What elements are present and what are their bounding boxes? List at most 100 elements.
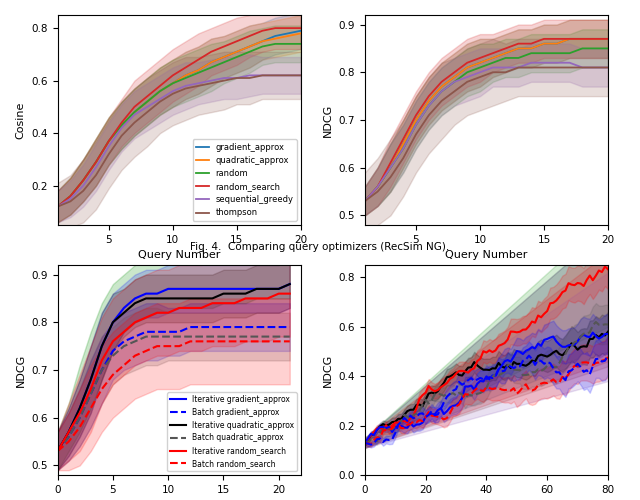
sequential_greedy: [195, 80, 202, 86]
quadratic_approx: [220, 54, 228, 60]
quadratic_approx: [233, 49, 241, 55]
quadratic_approx: [131, 109, 138, 115]
sequential_greedy: [105, 143, 113, 149]
gradient_approx: [182, 72, 189, 78]
gradient_approx: [220, 54, 228, 60]
random_search: [182, 64, 189, 70]
thompson: [284, 72, 292, 78]
sequential_greedy: [156, 96, 164, 102]
sequential_greedy: [118, 125, 125, 131]
sequential_greedy: [297, 72, 305, 78]
random: [207, 64, 215, 70]
sequential_greedy: [246, 72, 253, 78]
random: [118, 122, 125, 128]
random_search: [54, 204, 61, 210]
quadratic_approx: [271, 36, 279, 42]
Legend: gradient_approx, quadratic_approx, random, random_search, sequential_greedy, tho: gradient_approx, quadratic_approx, rando…: [193, 140, 296, 221]
Line: quadratic_approx: quadratic_approx: [58, 34, 301, 206]
thompson: [54, 204, 61, 210]
sequential_greedy: [207, 78, 215, 84]
thompson: [246, 75, 253, 81]
random_search: [118, 120, 125, 126]
thompson: [156, 98, 164, 104]
thompson: [207, 80, 215, 86]
Y-axis label: Cosine: Cosine: [16, 102, 26, 138]
gradient_approx: [297, 28, 305, 34]
gradient_approx: [143, 98, 151, 104]
random: [297, 41, 305, 47]
random_search: [195, 56, 202, 62]
quadratic_approx: [297, 30, 305, 36]
random_search: [233, 38, 241, 44]
quadratic_approx: [284, 33, 292, 39]
random: [169, 80, 177, 86]
gradient_approx: [207, 59, 215, 65]
gradient_approx: [284, 30, 292, 36]
random_search: [105, 138, 113, 144]
thompson: [131, 120, 138, 126]
random_search: [143, 94, 151, 100]
X-axis label: Query Number: Query Number: [138, 250, 220, 260]
thompson: [169, 91, 177, 97]
gradient_approx: [169, 80, 177, 86]
random_search: [156, 83, 164, 89]
random: [195, 70, 202, 75]
gradient_approx: [195, 67, 202, 73]
sequential_greedy: [220, 75, 228, 81]
sequential_greedy: [233, 75, 241, 81]
quadratic_approx: [195, 67, 202, 73]
quadratic_approx: [207, 59, 215, 65]
random_search: [246, 33, 253, 39]
Text: Fig. 4.  Comparing query optimizers (RecSim NG).: Fig. 4. Comparing query optimizers (RecS…: [190, 242, 450, 252]
Line: gradient_approx: gradient_approx: [58, 31, 301, 206]
gradient_approx: [92, 159, 100, 165]
sequential_greedy: [92, 164, 100, 170]
random_search: [67, 193, 74, 199]
gradient_approx: [271, 33, 279, 39]
Line: random: random: [58, 44, 301, 206]
random: [92, 159, 100, 165]
thompson: [271, 72, 279, 78]
random: [259, 44, 266, 50]
quadratic_approx: [182, 72, 189, 78]
Y-axis label: NDCG: NDCG: [323, 104, 333, 136]
X-axis label: Query Number: Query Number: [445, 250, 527, 260]
quadratic_approx: [105, 138, 113, 144]
quadratic_approx: [54, 204, 61, 210]
random_search: [297, 25, 305, 31]
gradient_approx: [259, 38, 266, 44]
random_search: [259, 28, 266, 34]
sequential_greedy: [79, 182, 87, 188]
random: [271, 41, 279, 47]
thompson: [259, 72, 266, 78]
thompson: [297, 72, 305, 78]
quadratic_approx: [118, 122, 125, 128]
Y-axis label: NDCG: NDCG: [323, 354, 333, 386]
quadratic_approx: [259, 38, 266, 44]
random: [246, 49, 253, 55]
random_search: [131, 104, 138, 110]
gradient_approx: [105, 138, 113, 144]
random: [156, 88, 164, 94]
quadratic_approx: [79, 178, 87, 184]
thompson: [220, 78, 228, 84]
thompson: [195, 83, 202, 89]
random: [284, 41, 292, 47]
sequential_greedy: [131, 112, 138, 118]
random_search: [79, 178, 87, 184]
thompson: [67, 198, 74, 204]
sequential_greedy: [169, 88, 177, 94]
random_search: [207, 49, 215, 55]
quadratic_approx: [92, 159, 100, 165]
gradient_approx: [54, 204, 61, 210]
gradient_approx: [118, 122, 125, 128]
sequential_greedy: [67, 196, 74, 202]
gradient_approx: [156, 88, 164, 94]
gradient_approx: [79, 178, 87, 184]
Line: random_search: random_search: [58, 28, 301, 206]
sequential_greedy: [271, 72, 279, 78]
gradient_approx: [67, 193, 74, 199]
sequential_greedy: [54, 204, 61, 210]
Line: thompson: thompson: [58, 76, 301, 206]
thompson: [118, 132, 125, 138]
